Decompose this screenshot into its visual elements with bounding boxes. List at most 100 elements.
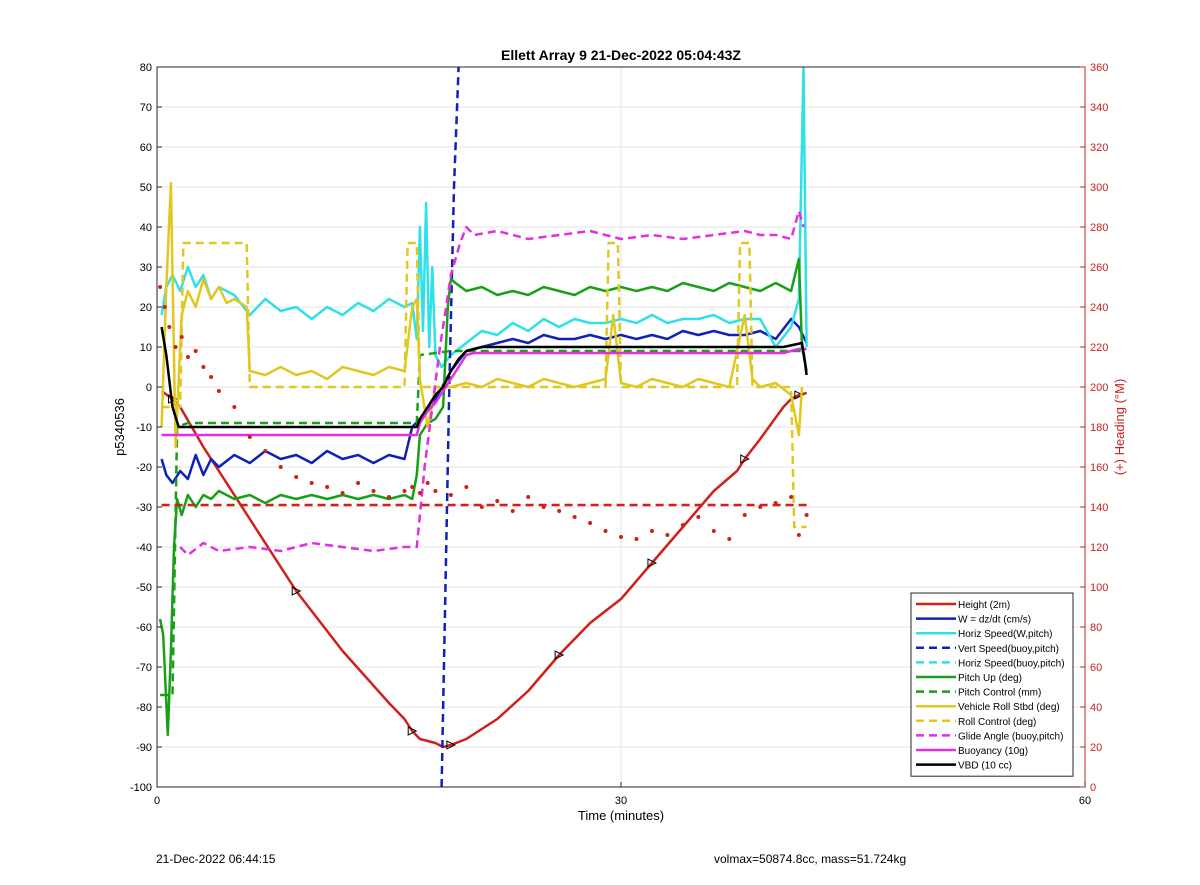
right-y-tick-label: 180 bbox=[1090, 422, 1108, 434]
right-y-tick-label: 0 bbox=[1090, 782, 1096, 794]
y-tick-label: -100 bbox=[130, 782, 152, 794]
legend-label-pitch-control-mm: Pitch Control (mm) bbox=[958, 688, 1041, 699]
heading-point bbox=[557, 509, 562, 513]
series-layer bbox=[158, 67, 809, 787]
right-y-tick-label: 320 bbox=[1090, 142, 1108, 154]
heading-point bbox=[789, 495, 794, 499]
heading-point bbox=[158, 285, 163, 289]
heading-point bbox=[193, 349, 198, 353]
right-y-tick-label: 100 bbox=[1090, 582, 1108, 594]
heading-point bbox=[356, 481, 361, 485]
vbd-10-cc-line bbox=[160, 326, 808, 429]
y-tick-label: -80 bbox=[136, 702, 152, 714]
legend-label-pitch-up-deg: Pitch Up (deg) bbox=[958, 673, 1022, 684]
footer-timestamp: 21-Dec-2022 06:44:15 bbox=[156, 852, 276, 866]
x-tick-label: 60 bbox=[1079, 795, 1091, 807]
right-y-tick-label: 160 bbox=[1090, 462, 1108, 474]
y-tick-label: 30 bbox=[140, 262, 152, 274]
buoyancy-10g-line bbox=[161, 347, 807, 437]
heading-point bbox=[162, 305, 167, 309]
heading-point bbox=[526, 495, 531, 499]
legend-label-roll-control-deg: Roll Control (deg) bbox=[958, 717, 1036, 728]
heading-point bbox=[572, 515, 577, 519]
height-2m-marker bbox=[647, 558, 658, 568]
heading-point bbox=[294, 475, 299, 479]
grid-lines bbox=[157, 67, 1085, 787]
heading-point bbox=[173, 345, 178, 349]
heading-point bbox=[185, 355, 190, 359]
legend-box bbox=[910, 592, 1074, 777]
chart-title: Ellett Array 9 21-Dec-2022 05:04:43Z bbox=[501, 47, 741, 63]
axes: 80706050403020100-10-20-30-40-50-60-70-8… bbox=[130, 62, 1108, 807]
height-2m-marker bbox=[291, 586, 302, 596]
heading-point bbox=[680, 523, 685, 527]
right-y-tick-label: 20 bbox=[1090, 742, 1102, 754]
heading-point bbox=[410, 485, 415, 489]
right-y-tick-label: 280 bbox=[1090, 222, 1108, 234]
y-tick-label: 40 bbox=[140, 222, 152, 234]
y-tick-label: -70 bbox=[136, 662, 152, 674]
right-y-tick-label: 200 bbox=[1090, 382, 1108, 394]
height-2m-line bbox=[160, 389, 807, 749]
heading-point bbox=[201, 365, 206, 369]
heading-point bbox=[247, 435, 252, 439]
y-axis-label: p5340536 bbox=[112, 398, 127, 456]
heading-point bbox=[387, 495, 391, 499]
heading-point bbox=[649, 529, 654, 533]
right-y-tick-label: 60 bbox=[1090, 662, 1102, 674]
legend-label-w-dz-dt-cm-s: W = dz/dt (cm/s) bbox=[958, 615, 1031, 626]
y-tick-label: -10 bbox=[136, 422, 152, 434]
pitch-control-mm-line bbox=[160, 349, 808, 697]
right-y-tick-label: 340 bbox=[1090, 102, 1108, 114]
right-y-tick-label: 300 bbox=[1090, 182, 1108, 194]
heading-point bbox=[603, 529, 608, 533]
height-2m-marker bbox=[554, 650, 565, 660]
heading-point bbox=[179, 335, 184, 339]
heading-point bbox=[167, 325, 172, 329]
heading-point bbox=[278, 465, 283, 469]
heading-point bbox=[309, 481, 314, 485]
y-tick-label: 70 bbox=[140, 102, 152, 114]
heading-point bbox=[216, 389, 221, 393]
legend-label-height-2m: Height (2m) bbox=[958, 600, 1010, 611]
heading-point bbox=[425, 481, 430, 485]
right-y-tick-label: 260 bbox=[1090, 262, 1108, 274]
heading-point bbox=[804, 513, 809, 517]
legend-label-buoyancy-10g: Buoyancy (10g) bbox=[958, 746, 1028, 757]
height-2m-marker bbox=[407, 726, 418, 736]
heading-point bbox=[433, 489, 438, 493]
x-tick-label: 30 bbox=[615, 795, 627, 807]
heading-point bbox=[727, 537, 732, 541]
legend-label-vbd-10-cc: VBD (10 cc) bbox=[958, 761, 1012, 772]
heading-point bbox=[417, 491, 422, 495]
legend: Height (2m) W = dz/dt (cm/s) Horiz Speed(W… bbox=[910, 592, 1074, 777]
right-y-tick-label: 220 bbox=[1090, 342, 1108, 354]
y-tick-label: 10 bbox=[140, 342, 152, 354]
y-tick-label: -30 bbox=[136, 502, 152, 514]
height-2m-marker bbox=[740, 454, 750, 464]
heading-point bbox=[371, 489, 376, 493]
heading-point bbox=[634, 537, 639, 541]
y-tick-label: 0 bbox=[146, 382, 152, 394]
y-tick-label: -90 bbox=[136, 742, 152, 754]
y-tick-label: -20 bbox=[136, 462, 152, 474]
legend-label-vehicle-roll-stbd-deg: Vehicle Roll Stbd (deg) bbox=[958, 702, 1060, 713]
y-tick-label: 50 bbox=[140, 182, 152, 194]
right-y-tick-label: 40 bbox=[1090, 702, 1102, 714]
right-y-tick-label: 80 bbox=[1090, 622, 1102, 634]
y-tick-label: 20 bbox=[140, 302, 152, 314]
right-y-axis-label: (+) Heading (°M) bbox=[1112, 379, 1127, 476]
horiz-speed-w-pitch-line bbox=[160, 67, 808, 369]
heading-point bbox=[232, 405, 237, 409]
glide-angle-buoy-pitch-line bbox=[179, 209, 805, 557]
series-group bbox=[158, 67, 809, 787]
heading-point bbox=[340, 491, 345, 495]
heading-point bbox=[588, 521, 593, 525]
heading-point bbox=[742, 513, 747, 517]
heading-point bbox=[796, 533, 801, 537]
y-tick-label: -40 bbox=[136, 542, 152, 554]
heading-point bbox=[510, 509, 515, 513]
heading-point bbox=[402, 489, 407, 493]
y-tick-label: -50 bbox=[136, 582, 152, 594]
